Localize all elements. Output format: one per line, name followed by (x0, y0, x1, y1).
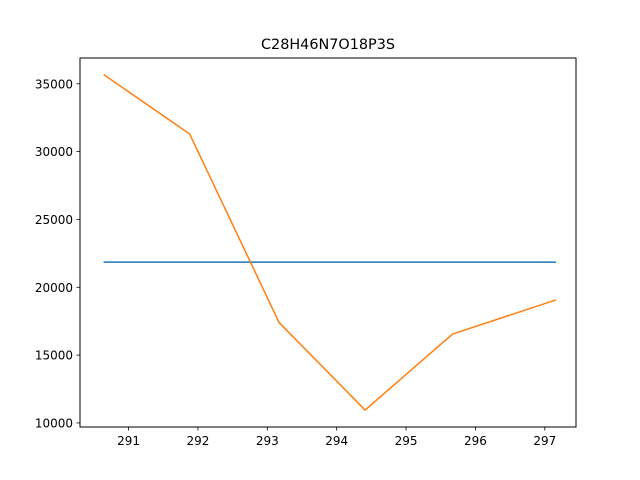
y-tick-label: 20000 (35, 281, 73, 295)
chart-title: C28H46N7O18P3S (261, 37, 395, 53)
y-tick-label: 35000 (35, 77, 73, 91)
y-tick-label: 10000 (35, 416, 73, 430)
y-tick-label: 15000 (35, 349, 73, 363)
x-tick-label: 292 (186, 434, 209, 448)
plot-frame (79, 57, 577, 428)
x-tick-label: 293 (256, 434, 279, 448)
y-tick-label: 30000 (35, 145, 73, 159)
series-layer (103, 73, 557, 411)
x-tick-label: 291 (117, 434, 140, 448)
x-tick-label: 294 (325, 434, 348, 448)
x-tick-label: 297 (533, 434, 556, 448)
series-line-2 (103, 73, 557, 411)
x-axis: 291 292 293 294 295 296 297 (117, 427, 556, 448)
y-axis: 10000 15000 20000 25000 30000 35000 (35, 77, 80, 430)
y-tick-label: 25000 (35, 213, 73, 227)
x-tick-label: 296 (464, 434, 487, 448)
x-tick-label: 295 (395, 434, 418, 448)
